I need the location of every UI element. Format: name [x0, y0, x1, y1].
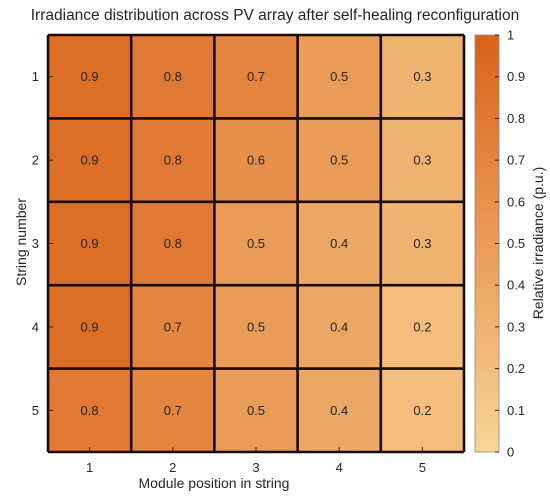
y-tick-label: 3 [32, 236, 39, 251]
heatmap-cell [380, 35, 464, 119]
heatmap-cell [131, 118, 215, 202]
colorbar-tick-label: 0.7 [507, 153, 525, 168]
heatmap-cells: 0.9 0.8 0.7 0.5 0.3 0.9 0.8 0.6 0.5 0.3 0.9 0.8 0.5 0… [46, 33, 466, 454]
cell-value-label: 0.6 [247, 153, 265, 168]
heatmap-cell [380, 285, 464, 369]
colorbar-tick-label: 0.9 [507, 69, 525, 84]
colorbar-ticks: 0 0.1 0.2 0.3 0.4 0.5 0.6 0.7 0.8 0.9 1 [495, 28, 525, 460]
y-axis-ticks: 1 2 3 4 5 [32, 69, 53, 418]
colorbar-tick-label: 0.2 [507, 361, 525, 376]
x-tick-label: 3 [252, 460, 259, 475]
heatmap-cell [48, 201, 132, 286]
heatmap-cell [214, 35, 298, 119]
heatmap-cell [48, 368, 132, 452]
y-tick-label: 5 [32, 403, 39, 418]
colorbar-tick-label: 0.4 [507, 278, 525, 293]
heatmap-cell [214, 118, 298, 202]
cell-value-label: 0.2 [413, 403, 431, 418]
heatmap-cell [214, 201, 298, 286]
x-tick-label: 4 [336, 460, 343, 475]
heatmap-cell [131, 285, 215, 369]
cell-value-label: 0.9 [81, 69, 99, 84]
y-axis-label: String number [13, 198, 29, 286]
heatmap-cell [297, 35, 381, 119]
heatmap-cell [48, 285, 132, 369]
heatmap-cell [214, 368, 298, 452]
heatmap-cell [48, 35, 132, 119]
x-tick-label: 1 [86, 460, 93, 475]
cell-value-label: 0.8 [81, 403, 99, 418]
colorbar-tick-label: 0.3 [507, 319, 525, 334]
cell-value-label: 0.5 [247, 403, 265, 418]
colorbar-tick-label: 0.6 [507, 194, 525, 209]
cell-value-label: 0.3 [413, 69, 431, 84]
cell-value-label: 0.5 [247, 236, 265, 251]
y-tick-label: 4 [32, 319, 39, 334]
colorbar-tick-label: 0.5 [507, 236, 525, 251]
heatmap-cell [297, 285, 381, 369]
cell-value-label: 0.7 [164, 319, 182, 334]
y-tick-label: 2 [32, 153, 39, 168]
cell-value-label: 0.4 [330, 236, 348, 251]
cell-value-label: 0.4 [330, 403, 348, 418]
colorbar-label: Relative irradiance (p.u.) [530, 167, 546, 320]
heatmap-cell [297, 368, 381, 452]
cell-value-label: 0.3 [413, 236, 431, 251]
chart-title: Irradiance distribution across PV array … [31, 7, 520, 24]
heatmap-cell [380, 368, 464, 452]
cell-value-label: 0.8 [164, 236, 182, 251]
heatmap-cell [48, 118, 132, 202]
cell-value-label: 0.7 [247, 69, 265, 84]
heatmap-cell [297, 118, 381, 202]
colorbar-tick-label: 0.8 [507, 111, 525, 126]
y-tick-label: 1 [32, 69, 39, 84]
x-tick-label: 5 [419, 460, 426, 475]
cell-value-label: 0.5 [330, 153, 348, 168]
colorbar-tick-label: 0.1 [507, 403, 525, 418]
heatmap-cell [214, 285, 298, 369]
cell-value-label: 0.9 [81, 236, 99, 251]
heatmap-cell [131, 201, 215, 286]
heatmap-cell [297, 201, 381, 286]
cell-value-label: 0.5 [330, 69, 348, 84]
x-axis-ticks: 1 2 3 4 5 [86, 447, 426, 475]
cell-value-label: 0.8 [164, 69, 182, 84]
cell-value-label: 0.8 [164, 153, 182, 168]
cell-value-label: 0.7 [164, 403, 182, 418]
cell-value-label: 0.9 [81, 319, 99, 334]
cell-value-label: 0.5 [247, 319, 265, 334]
heatmap-cell [380, 201, 464, 286]
cell-value-label: 0.9 [81, 153, 99, 168]
heatmap-cell [131, 35, 215, 119]
colorbar-tick-label: 0 [507, 445, 514, 460]
heatmap-cell [380, 118, 464, 202]
colorbar-tick-label: 1 [507, 28, 514, 43]
colorbar: 0 0.1 0.2 0.3 0.4 0.5 0.6 0.7 0.8 0.9 1 Relative i… [474, 28, 546, 460]
cell-value-label: 0.3 [413, 153, 431, 168]
cell-value-label: 0.2 [413, 319, 431, 334]
x-axis-label: Module position in string [139, 475, 290, 491]
x-tick-label: 2 [169, 460, 176, 475]
cell-value-label: 0.4 [330, 319, 348, 334]
heatmap-cell [131, 368, 215, 452]
